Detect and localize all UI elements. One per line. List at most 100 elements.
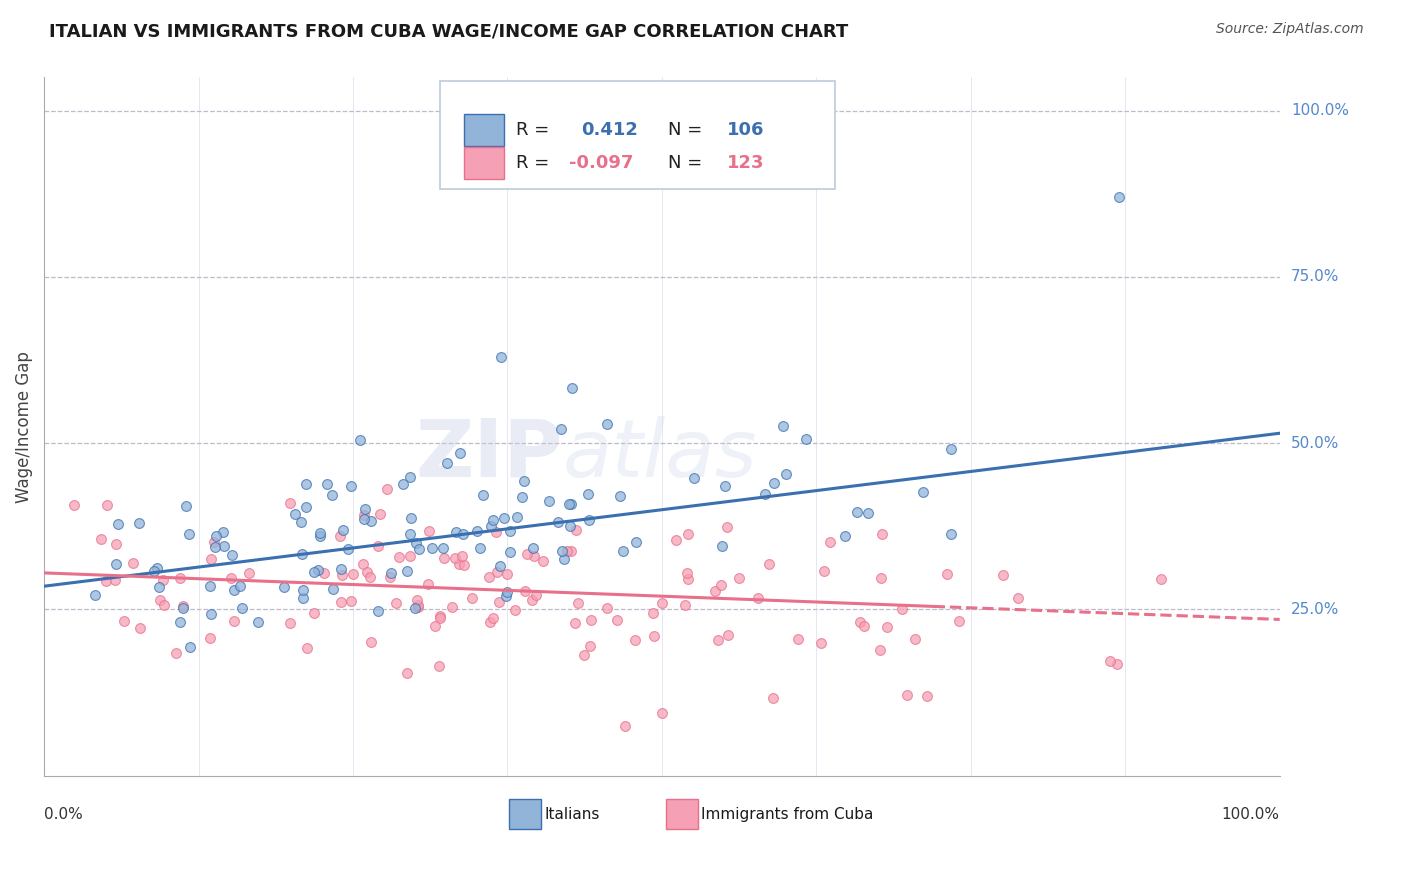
Point	[169, 571, 191, 585]
Point	[991, 568, 1014, 582]
Point	[204, 540, 226, 554]
Point	[349, 433, 371, 447]
Point	[547, 515, 569, 529]
Point	[641, 606, 664, 620]
Point	[612, 544, 634, 558]
Point	[1108, 190, 1130, 204]
Point	[353, 508, 375, 523]
Point	[380, 566, 402, 580]
Text: 123: 123	[727, 154, 765, 172]
Point	[444, 524, 467, 539]
Point	[503, 603, 526, 617]
Point	[429, 609, 451, 624]
Text: 100.0%: 100.0%	[1222, 807, 1279, 822]
Point	[939, 442, 962, 456]
Point	[96, 498, 118, 512]
Point	[853, 618, 876, 632]
Point	[367, 539, 389, 553]
Point	[557, 543, 579, 558]
Text: -0.097: -0.097	[569, 154, 634, 172]
Point	[198, 631, 221, 645]
Text: 0.412: 0.412	[582, 121, 638, 139]
Point	[523, 549, 546, 563]
Point	[205, 528, 228, 542]
Point	[495, 589, 517, 603]
Point	[406, 599, 429, 613]
Point	[292, 591, 315, 605]
Point	[468, 541, 491, 555]
Point	[174, 499, 197, 513]
Point	[143, 565, 166, 579]
Point	[238, 566, 260, 580]
Point	[762, 691, 785, 706]
Point	[353, 512, 375, 526]
Point	[772, 419, 794, 434]
Point	[613, 719, 636, 733]
Point	[360, 634, 382, 648]
Point	[758, 557, 780, 571]
Point	[292, 582, 315, 597]
Point	[522, 541, 544, 555]
Point	[408, 600, 430, 615]
Point	[1150, 572, 1173, 586]
Point	[451, 527, 474, 541]
Point	[200, 607, 222, 621]
Point	[280, 616, 302, 631]
Point	[375, 482, 398, 496]
Point	[360, 514, 382, 528]
Point	[405, 536, 427, 550]
Point	[948, 614, 970, 628]
Point	[295, 500, 318, 515]
Point	[711, 539, 734, 553]
Point	[395, 564, 418, 578]
FancyBboxPatch shape	[440, 81, 835, 189]
Point	[396, 665, 419, 680]
Text: Source: ZipAtlas.com: Source: ZipAtlas.com	[1216, 22, 1364, 37]
Point	[579, 640, 602, 654]
Point	[485, 525, 508, 540]
Point	[820, 535, 842, 549]
Point	[221, 548, 243, 562]
Text: R =: R =	[516, 121, 550, 139]
Point	[513, 474, 536, 488]
Point	[564, 615, 586, 630]
Point	[1098, 654, 1121, 668]
Point	[624, 535, 647, 549]
Point	[896, 688, 918, 702]
Point	[676, 527, 699, 541]
Point	[505, 509, 527, 524]
Text: Italians: Italians	[544, 806, 600, 822]
Point	[869, 571, 891, 585]
Point	[295, 476, 318, 491]
FancyBboxPatch shape	[509, 799, 541, 829]
Point	[558, 497, 581, 511]
Point	[433, 550, 456, 565]
Point	[129, 621, 152, 635]
Point	[578, 513, 600, 527]
Point	[596, 417, 619, 431]
Point	[447, 557, 470, 571]
Point	[418, 524, 440, 538]
Point	[340, 479, 363, 493]
Point	[330, 567, 353, 582]
Point	[596, 601, 619, 615]
Point	[246, 615, 269, 629]
Point	[489, 558, 512, 573]
Point	[200, 552, 222, 566]
Point	[146, 561, 169, 575]
Point	[485, 565, 508, 579]
Point	[399, 470, 422, 484]
Point	[352, 557, 374, 571]
Point	[231, 601, 253, 615]
Point	[212, 524, 235, 539]
Text: 75.0%: 75.0%	[1291, 269, 1339, 285]
Point	[432, 541, 454, 555]
Point	[399, 526, 422, 541]
Point	[322, 582, 344, 596]
Point	[572, 648, 595, 663]
Point	[329, 594, 352, 608]
Point	[665, 533, 688, 547]
Point	[105, 537, 128, 551]
Point	[710, 578, 733, 592]
Point	[890, 602, 912, 616]
